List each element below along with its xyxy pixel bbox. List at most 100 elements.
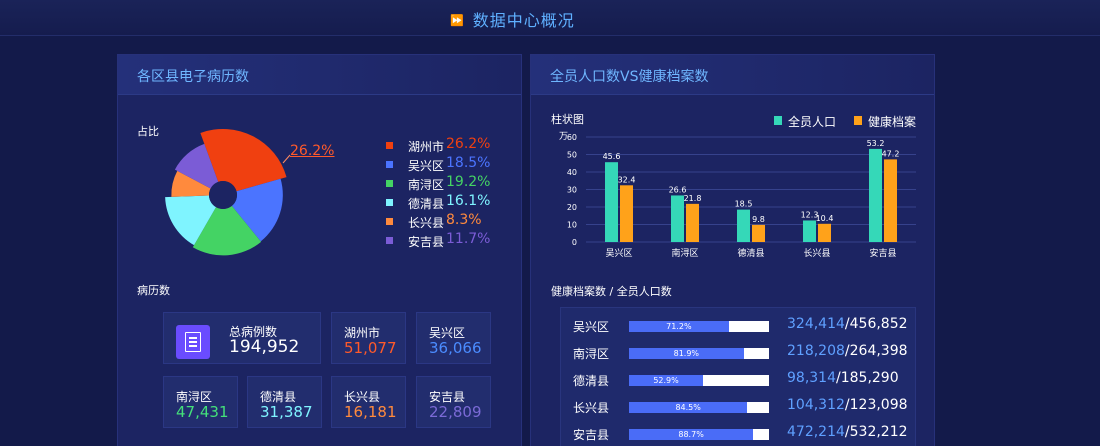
population-count: 456,852 [849, 316, 908, 332]
pie-slice-3[interactable] [165, 195, 217, 246]
pie-slice-5[interactable] [174, 143, 219, 189]
bar-archive[interactable] [686, 203, 699, 242]
district-card-label: 南浔区 [176, 390, 213, 404]
legend-name: 吴兴区 [408, 159, 445, 173]
ratio-district-name: 安吉县 [573, 428, 610, 442]
legend-swatch-icon [774, 116, 782, 125]
district-card-label: 吴兴区 [429, 326, 466, 340]
bar-archive[interactable] [884, 159, 897, 242]
population-count: 532,212 [849, 424, 908, 440]
bar-population[interactable] [671, 195, 684, 242]
district-card-value: 22,809 [429, 403, 482, 421]
archive-count: 218,208 [787, 343, 845, 359]
ratio-separator: / [844, 316, 850, 332]
legend-swatch-icon [386, 199, 393, 206]
ratio-numbers: 324,414/456,852 [787, 316, 908, 332]
pie-slice-4[interactable] [171, 170, 211, 197]
bar-archive[interactable] [620, 185, 633, 242]
bar-value-label: 26.6 [669, 185, 687, 194]
legend-name: 安吉县 [408, 235, 445, 249]
ratio-district-name: 吴兴区 [573, 320, 610, 334]
district-card-value: 51,077 [344, 339, 397, 357]
progress-title: 健康档案数 / 全员人口数 [551, 285, 672, 298]
top-bar: ⏩ 数据中心概况 [0, 0, 1100, 36]
bar-value-label: 12.3 [801, 210, 819, 219]
pie-callout-line [282, 154, 291, 164]
pie-center-hole [209, 181, 237, 209]
share-pie-chart [165, 129, 291, 256]
bar-legend-label: 健康档案 [868, 115, 917, 129]
y-tick-label: 10 [567, 221, 577, 230]
pie-slice-0[interactable] [200, 129, 287, 192]
population-panel: 全员人口数VS健康档案数 柱状图 全员人口 健康档案 万 0 10 20 30 40 50 60… [530, 54, 935, 446]
legend-name: 南浔区 [408, 178, 445, 192]
ratio-progress-fill: 84.5% [629, 402, 748, 413]
bar-population[interactable] [737, 209, 750, 242]
legend-swatch-icon [386, 218, 393, 225]
legend-value: 18.5% [446, 155, 491, 171]
ratio-progress-bar: 71.2% [629, 321, 769, 332]
dashboard-title-text: 数据中心概况 [472, 11, 575, 30]
y-tick-label: 50 [567, 151, 577, 160]
ratio-progress-fill: 52.9% [629, 375, 704, 386]
ratio-row: 吴兴区 71.2% 324,414/456,852 [561, 316, 917, 336]
legend-name: 德清县 [408, 197, 445, 211]
archive-count: 472,214 [787, 424, 845, 440]
x-category-label: 南浔区 [671, 247, 698, 259]
pie-slice-1[interactable] [231, 178, 283, 242]
ratio-separator: / [844, 343, 850, 359]
population-count: 123,098 [849, 397, 908, 413]
bar-population[interactable] [869, 148, 882, 242]
district-card: 德清县 31,387 [247, 376, 322, 428]
ratio-separator: / [844, 397, 850, 413]
ratio-row: 安吉县 88.7% 472,214/532,212 [561, 424, 917, 444]
ratio-percent-label: 52.9% [653, 376, 679, 385]
ratio-row: 南浔区 81.9% 218,208/264,398 [561, 343, 917, 363]
total-cases-label: 总病例数 [229, 325, 278, 339]
bar-value-label: 18.5 [735, 200, 753, 209]
document-icon [176, 325, 210, 359]
ratio-percent-label: 81.9% [673, 349, 700, 358]
district-card-value: 47,431 [176, 403, 229, 421]
ratio-numbers: 98,314/185,290 [787, 370, 899, 386]
district-card: 长兴县 16,181 [331, 376, 406, 428]
bar-population[interactable] [605, 162, 618, 242]
archive-count: 324,414 [787, 316, 845, 332]
bar-chart-title: 柱状图 [551, 113, 584, 126]
ratio-progress-bar: 84.5% [629, 402, 769, 413]
bar-value-label: 45.6 [603, 152, 621, 161]
population-panel-header [531, 55, 934, 95]
ratio-progress-fill: 81.9% [629, 348, 744, 359]
total-cases-card: 总病例数 194,952 [163, 312, 321, 364]
population-count: 185,290 [840, 370, 899, 386]
total-cases-value: 194,952 [229, 337, 300, 357]
population-bar-chart: 万 0 10 20 30 40 50 60 45.6 32.4 吴兴区 26.621.8 南浔区 18.5… [559, 132, 916, 259]
bar-archive[interactable] [752, 224, 765, 242]
pie-slice-2[interactable] [192, 205, 262, 256]
bar-value-label: 10.4 [816, 214, 834, 223]
dashboard-title: ⏩ 数据中心概况 [450, 7, 575, 31]
ratio-separator: / [844, 424, 850, 440]
records-label: 病历数 [137, 284, 170, 297]
population-count: 264,398 [849, 343, 908, 359]
legend-name: 长兴县 [408, 216, 445, 230]
bar-population[interactable] [803, 220, 816, 242]
legend-value: 26.2% [446, 136, 491, 152]
bar-archive[interactable] [818, 223, 831, 242]
district-card-label: 长兴县 [344, 390, 381, 404]
ratio-district-name: 长兴县 [573, 401, 610, 415]
archive-ratio-list: 吴兴区 71.2% 324,414/456,852 南浔区 81.9% 218,208/2… [560, 307, 916, 446]
district-card-label: 安吉县 [429, 390, 466, 404]
x-category-label: 吴兴区 [605, 248, 632, 259]
legend-swatch-icon [386, 180, 393, 187]
legend-value: 16.1% [446, 193, 491, 209]
y-tick-label: 30 [567, 186, 577, 195]
y-tick-label: 0 [572, 238, 577, 247]
legend-value: 11.7% [446, 231, 491, 247]
district-card-value: 31,387 [260, 403, 313, 421]
legend-swatch-icon [854, 116, 862, 125]
x-category-label: 长兴县 [803, 247, 830, 259]
legend-swatch-icon [386, 237, 393, 244]
emr-panel-header [118, 55, 521, 95]
y-tick-label: 60 [567, 133, 577, 142]
